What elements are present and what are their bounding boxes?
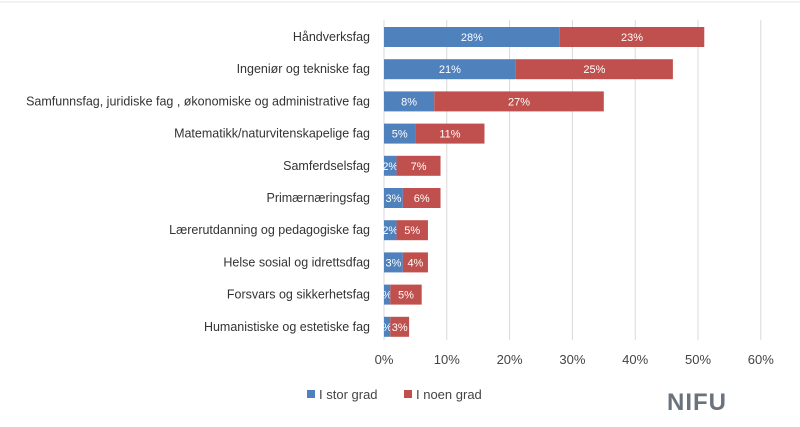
bar-i-stor-grad	[384, 220, 397, 241]
legend-swatch	[307, 390, 315, 398]
bar-i-noen-grad	[434, 91, 604, 112]
bar-i-stor-grad	[384, 252, 403, 273]
x-tick-label: 50%	[685, 352, 711, 367]
bar-data-label: %	[382, 290, 392, 302]
x-tick-label: 60%	[748, 352, 774, 367]
bar-i-stor-grad	[384, 91, 435, 112]
category-label: Forsvars og sikkerhetsfag	[227, 288, 370, 302]
bar-i-stor-grad	[384, 188, 403, 208]
category-labels: Håndverksfag Ingeniør og tekniske fag Samf…	[26, 30, 370, 334]
bar-data-label: 5%	[404, 225, 420, 237]
bar-data-label: 2%	[382, 225, 398, 237]
bar-i-stor-grad	[384, 155, 397, 176]
category-label: Håndverksfag	[293, 30, 370, 44]
legend: I stor grad I noen grad	[307, 387, 482, 402]
bar-data-label: 28%	[461, 32, 483, 44]
bars: 28% 23% 21% 25% 8% 27% 5% 11% 2% 7% 3% 6% 2% 5% 3% 4%% 5…	[382, 27, 705, 337]
bar-i-noen-grad	[559, 27, 705, 47]
category-label: Matematikk/naturvitenskapelige fag	[174, 127, 370, 141]
bar-i-noen-grad	[390, 316, 410, 337]
bar-data-label: 5%	[398, 290, 414, 302]
bar-data-label: 11%	[439, 129, 460, 141]
bar-i-stor-grad	[384, 59, 516, 80]
x-tick-label: 30%	[559, 352, 585, 367]
x-tick-label: 0%	[375, 352, 394, 367]
category-label: Helse sosial og idrettsdfag	[223, 255, 370, 269]
bar-data-label: 3%	[392, 322, 408, 334]
category-label: Lærerutdanning og pedagogiske fag	[169, 223, 370, 237]
bar-i-noen-grad	[390, 284, 422, 305]
x-tick-label: 20%	[497, 352, 523, 367]
category-label: Samferdselsfag	[283, 159, 370, 173]
x-tick-labels: 0% 10% 20% 30% 40% 50% 60%	[375, 352, 775, 367]
bar-i-noen-grad	[396, 155, 441, 176]
nifu-logo: NIFU	[667, 389, 727, 416]
bar-data-label: %	[382, 322, 392, 334]
category-label: Ingeniør og tekniske fag	[237, 62, 370, 76]
category-label: Samfunnsfag, juridiske fag , økonomiske …	[26, 94, 370, 108]
bar-data-label: 4%	[407, 257, 423, 269]
x-tick-label: 40%	[622, 352, 648, 367]
legend-label: I stor grad	[319, 387, 378, 402]
legend-label: I noen grad	[416, 387, 482, 402]
bar-data-label: 5%	[392, 129, 408, 141]
category-label: Humanistiske og estetiske fag	[204, 320, 370, 334]
bar-data-label: 7%	[411, 161, 427, 173]
category-label: Primærnæringsfag	[266, 191, 370, 205]
bar-data-label: 8%	[401, 96, 417, 108]
legend-swatch	[404, 390, 412, 398]
bar-i-noen-grad	[402, 252, 428, 273]
bar-i-noen-grad	[402, 188, 441, 208]
bar-data-label: 2%	[382, 161, 398, 173]
bar-data-label: 23%	[621, 32, 643, 44]
bar-i-stor-grad	[384, 284, 391, 305]
bar-i-noen-grad	[415, 123, 485, 144]
bar-data-label: 27%	[508, 96, 530, 108]
bar-data-label: 21%	[439, 64, 461, 76]
x-tick-label: 10%	[434, 352, 460, 367]
bar-data-label: 6%	[414, 193, 430, 205]
bar-i-noen-grad	[515, 59, 673, 80]
bar-data-label: 3%	[385, 193, 401, 205]
bar-data-label: 25%	[583, 64, 605, 76]
bar-i-noen-grad	[396, 220, 428, 241]
bar-i-stor-grad	[384, 27, 560, 47]
bar-i-stor-grad	[384, 316, 391, 337]
bar-i-stor-grad	[384, 123, 416, 144]
bar-data-label: 3%	[385, 257, 401, 269]
